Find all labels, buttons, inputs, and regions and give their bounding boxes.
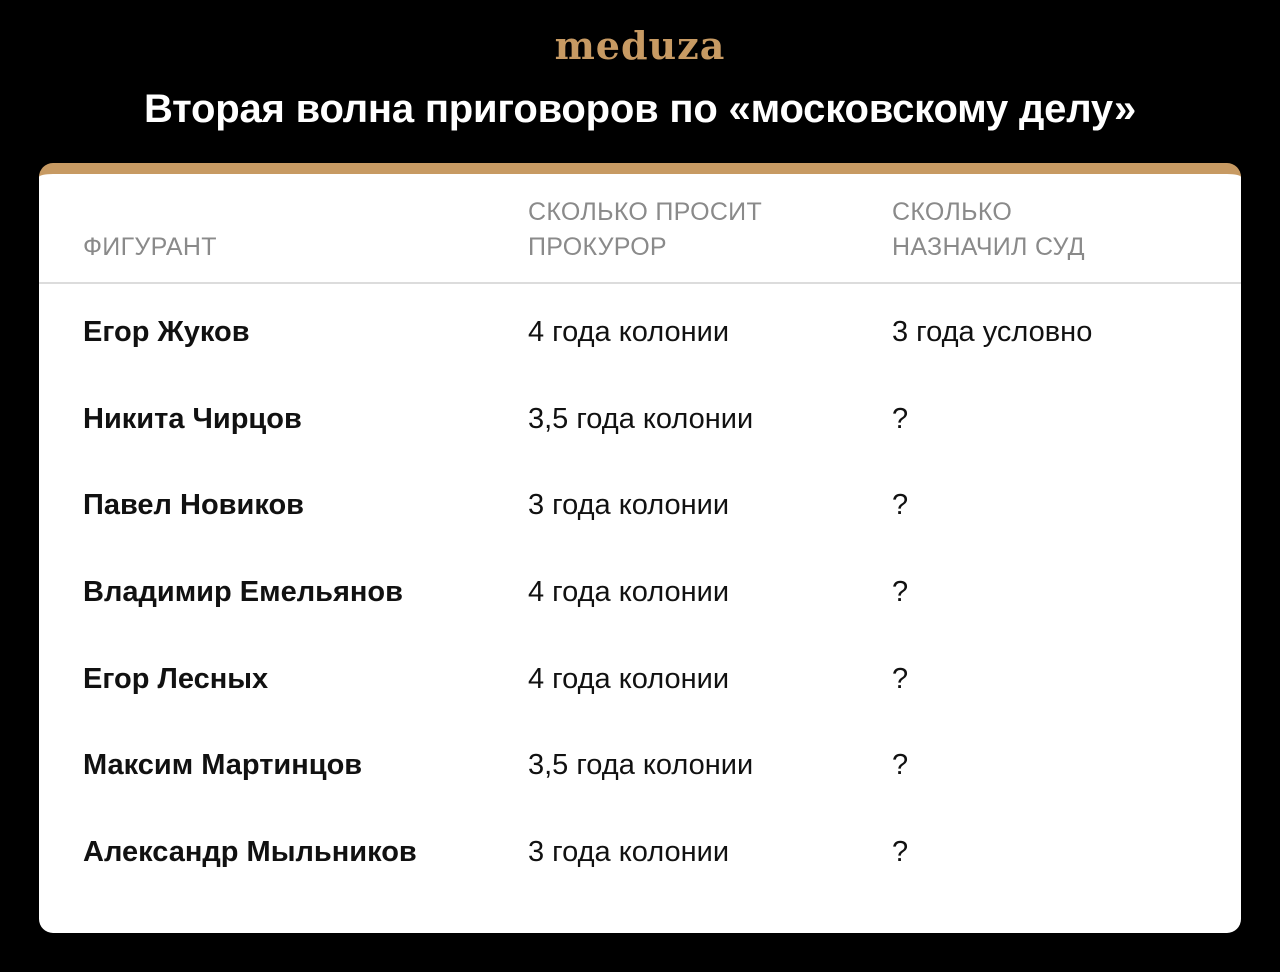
- prosecutor-demand: 3 года колонии: [528, 836, 730, 869]
- table-row: Александр Мыльников 3 года колонии ?: [39, 804, 1241, 891]
- table-body: Егор Жуков 4 года колонии 3 года условно…: [39, 284, 1241, 891]
- court-sentence: ?: [892, 749, 909, 782]
- court-sentence: ?: [892, 662, 909, 695]
- header-prosecutor-line-2: ПРОКУРОР: [528, 233, 667, 261]
- table-row: Павел Новиков 3 года колонии ?: [39, 457, 1241, 544]
- header-defendant-line: ФИГУРАНТ: [83, 233, 217, 261]
- header-prosecutor-line-1: СКОЛЬКО ПРОСИТ: [528, 198, 763, 226]
- defendant-name: Никита Чирцов: [83, 402, 302, 435]
- defendant-name: Владимир Емельянов: [83, 576, 403, 609]
- table-row: Егор Жуков 4 года колонии 3 года условно: [39, 284, 1241, 371]
- court-sentence: ?: [892, 836, 909, 869]
- defendant-name: Максим Мартинцов: [83, 749, 363, 782]
- prosecutor-demand: 3 года колонии: [528, 489, 730, 522]
- court-sentence: 3 года условно: [892, 316, 1093, 348]
- header-defendant: ФИГУРАНТ: [83, 230, 217, 265]
- header-court: СКОЛЬКО НАЗНАЧИЛ СУД: [892, 195, 1085, 265]
- table-row: Владимир Емельянов 4 года колонии ?: [39, 544, 1241, 631]
- table-row: Егор Лесных 4 года колонии ?: [39, 631, 1241, 718]
- table-header: ФИГУРАНТ СКОЛЬКО ПРОСИТ ПРОКУРОР СКОЛЬКО…: [39, 174, 1241, 284]
- court-sentence: ?: [892, 489, 909, 522]
- header-court-line-2: НАЗНАЧИЛ СУД: [892, 233, 1085, 261]
- page-title: Вторая волна приговоров по «московскому …: [144, 87, 1136, 131]
- header-court-line-1: СКОЛЬКО: [892, 198, 1013, 226]
- defendant-name: Александр Мыльников: [83, 836, 417, 869]
- defendant-name: Павел Новиков: [83, 489, 305, 522]
- prosecutor-demand: 4 года колонии: [528, 316, 730, 348]
- verdicts-table-card: ФИГУРАНТ СКОЛЬКО ПРОСИТ ПРОКУРОР СКОЛЬКО…: [39, 163, 1241, 933]
- prosecutor-demand: 3,5 года колонии: [528, 402, 754, 435]
- header-prosecutor: СКОЛЬКО ПРОСИТ ПРОКУРОР: [528, 195, 762, 265]
- table-row: Никита Чирцов 3,5 года колонии ?: [39, 371, 1241, 458]
- prosecutor-demand: 3,5 года колонии: [528, 749, 754, 782]
- court-sentence: ?: [892, 402, 909, 435]
- defendant-name: Егор Жуков: [83, 316, 250, 348]
- court-sentence: ?: [892, 576, 909, 609]
- prosecutor-demand: 4 года колонии: [528, 576, 730, 609]
- defendant-name: Егор Лесных: [83, 662, 269, 695]
- table-row: Максим Мартинцов 3,5 года колонии ?: [39, 717, 1241, 804]
- prosecutor-demand: 4 года колонии: [528, 662, 730, 695]
- meduza-logo: meduza: [554, 23, 726, 68]
